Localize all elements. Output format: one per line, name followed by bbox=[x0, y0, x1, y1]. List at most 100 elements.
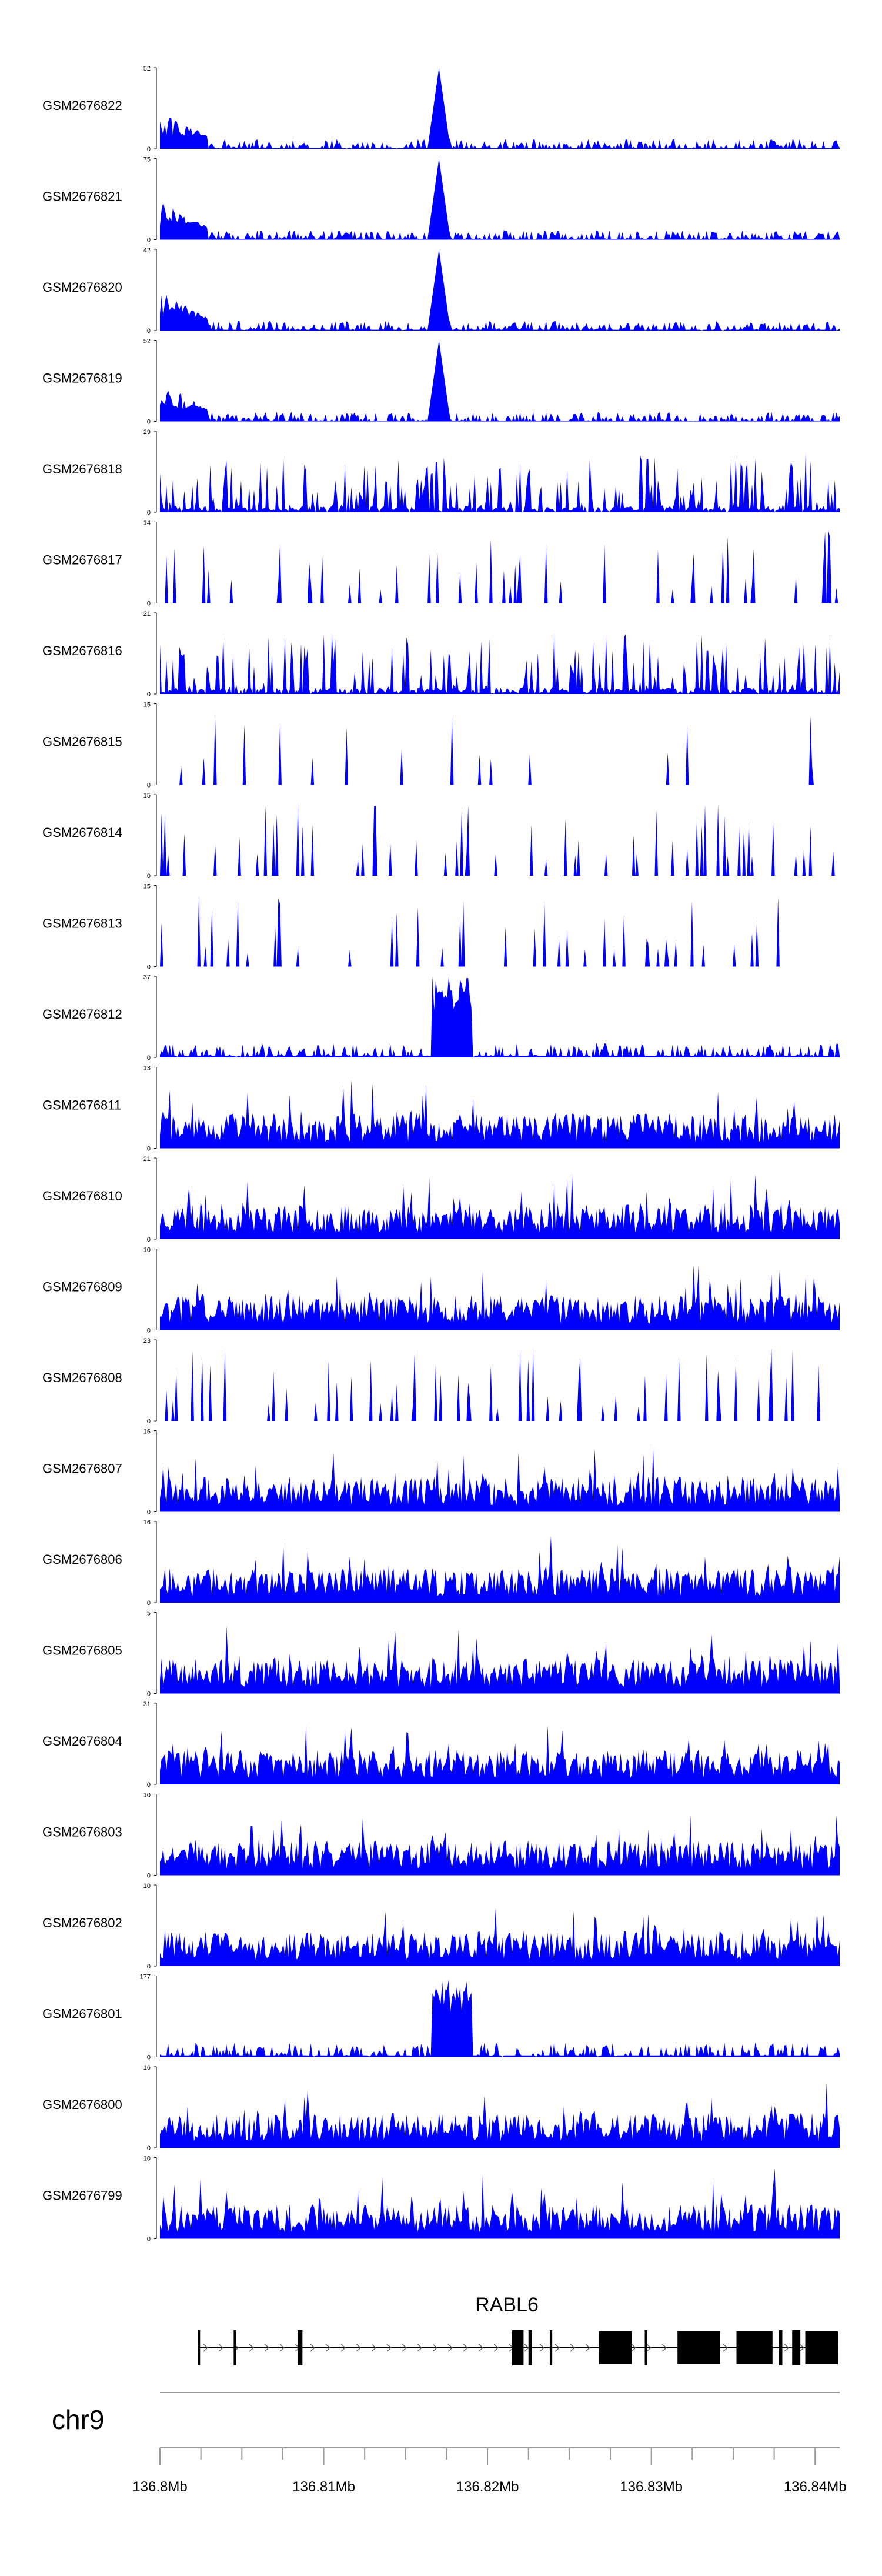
y-zero-label: 0 bbox=[147, 964, 151, 971]
coverage-area bbox=[160, 68, 840, 149]
y-max-label: 10 bbox=[143, 1247, 151, 1254]
track-label: GSM2676806 bbox=[42, 1552, 122, 1567]
track-GSM2676806: GSM2676806 16 0 bbox=[42, 1519, 840, 1607]
track-label: GSM2676801 bbox=[42, 2006, 122, 2021]
track-label: GSM2676810 bbox=[42, 1189, 122, 1203]
exon-5 bbox=[528, 2330, 532, 2365]
y-max-label: 52 bbox=[143, 65, 151, 72]
coverage-area bbox=[160, 2168, 840, 2239]
strand-arrow bbox=[554, 2344, 560, 2352]
track-label: GSM2676822 bbox=[42, 98, 122, 113]
coverage-area bbox=[160, 1725, 840, 1784]
y-zero-label: 0 bbox=[147, 1691, 151, 1698]
y-zero-label: 0 bbox=[147, 1963, 151, 1970]
y-max-label: 16 bbox=[143, 1429, 151, 1436]
y-zero-label: 0 bbox=[147, 691, 151, 698]
y-max-label: 23 bbox=[143, 1337, 151, 1344]
track-label: GSM2676816 bbox=[42, 643, 122, 658]
coverage-area bbox=[160, 452, 840, 512]
track-label: GSM2676820 bbox=[42, 280, 122, 295]
coverage-area bbox=[160, 713, 840, 785]
y-max-label: 10 bbox=[143, 1883, 151, 1890]
coverage-area bbox=[160, 1173, 840, 1239]
y-zero-label: 0 bbox=[147, 782, 151, 789]
y-zero-label: 0 bbox=[147, 1055, 151, 1062]
track-GSM2676812: GSM2676812 37 0 bbox=[42, 974, 840, 1062]
strand-arrow bbox=[799, 2344, 804, 2352]
coverage-area bbox=[160, 1348, 840, 1421]
track-label: GSM2676802 bbox=[42, 1916, 122, 1930]
exon-4 bbox=[512, 2330, 524, 2365]
track-GSM2676811: GSM2676811 13 0 bbox=[42, 1065, 840, 1153]
y-max-label: 5 bbox=[147, 1610, 151, 1617]
track-GSM2676813: GSM2676813 15 0 bbox=[42, 883, 840, 971]
axis-ticks: 136.8Mb 136.81Mb 136.82Mb 136.83Mb 136.84Mb bbox=[132, 2448, 847, 2495]
track-GSM2676807: GSM2676807 16 0 bbox=[42, 1429, 840, 1516]
strand-arrow bbox=[432, 2344, 437, 2352]
track-label: GSM2676807 bbox=[42, 1461, 122, 1476]
y-max-label: 14 bbox=[143, 520, 151, 527]
x-tick-label: 136.84Mb bbox=[784, 2479, 847, 2495]
y-zero-label: 0 bbox=[147, 509, 151, 516]
strand-arrow bbox=[264, 2344, 269, 2352]
track-label: GSM2676808 bbox=[42, 1370, 122, 1385]
exon-12 bbox=[792, 2330, 801, 2365]
track-label: GSM2676809 bbox=[42, 1279, 122, 1294]
y-max-label: 75 bbox=[143, 156, 151, 163]
y-max-label: 16 bbox=[143, 2064, 151, 2071]
track-label: GSM2676803 bbox=[42, 1824, 122, 1839]
coverage-area bbox=[160, 803, 840, 876]
track-GSM2676815: GSM2676815 15 0 bbox=[42, 702, 840, 789]
coverage-area bbox=[160, 976, 840, 1057]
x-tick-label: 136.83Mb bbox=[620, 2479, 683, 2495]
y-max-label: 52 bbox=[143, 338, 151, 345]
track-label: GSM2676812 bbox=[42, 1007, 122, 1022]
y-zero-label: 0 bbox=[147, 237, 151, 244]
track-label: GSM2676815 bbox=[42, 734, 122, 749]
y-max-label: 29 bbox=[143, 429, 151, 436]
coverage-area bbox=[160, 158, 840, 240]
exon-2 bbox=[233, 2330, 236, 2365]
strand-arrow bbox=[356, 2344, 361, 2352]
y-zero-label: 0 bbox=[147, 1509, 151, 1516]
coverage-area bbox=[160, 1445, 840, 1512]
track-label: GSM2676814 bbox=[42, 825, 122, 840]
y-zero-label: 0 bbox=[147, 1418, 151, 1425]
strand-arrow bbox=[784, 2344, 789, 2352]
y-zero-label: 0 bbox=[147, 419, 151, 426]
exon-3 bbox=[297, 2330, 303, 2365]
y-max-label: 13 bbox=[143, 1065, 151, 1072]
coverage-area bbox=[160, 895, 840, 967]
gene-exons bbox=[198, 2330, 838, 2365]
strand-arrow bbox=[417, 2344, 422, 2352]
exon-8 bbox=[644, 2330, 647, 2365]
y-max-label: 31 bbox=[143, 1701, 151, 1708]
chromosome-label: chr9 bbox=[52, 2404, 104, 2435]
track-label: GSM2676805 bbox=[42, 1643, 122, 1657]
track-GSM2676805: GSM2676805 5 0 bbox=[42, 1610, 840, 1698]
y-max-label: 21 bbox=[143, 610, 151, 618]
track-GSM2676820: GSM2676820 42 0 bbox=[42, 247, 840, 335]
y-zero-label: 0 bbox=[147, 873, 151, 880]
exon-6 bbox=[549, 2330, 553, 2365]
strand-arrow bbox=[371, 2344, 376, 2352]
y-max-label: 42 bbox=[143, 247, 151, 254]
y-max-label: 16 bbox=[143, 1519, 151, 1526]
y-zero-label: 0 bbox=[147, 146, 151, 153]
coverage-area bbox=[160, 340, 840, 422]
coverage-tracks: GSM2676822520GSM2676821750GSM2676820420G… bbox=[42, 65, 840, 2243]
strand-arrow bbox=[310, 2344, 315, 2352]
strand-arrow bbox=[463, 2344, 468, 2352]
coverage-area bbox=[160, 249, 840, 331]
track-GSM2676822: GSM2676822 52 0 bbox=[42, 65, 840, 153]
y-max-label: 10 bbox=[143, 2155, 151, 2163]
track-GSM2676802: GSM2676802 10 0 bbox=[42, 1883, 840, 1970]
y-zero-label: 0 bbox=[147, 2236, 151, 2243]
track-label: GSM2676821 bbox=[42, 189, 122, 203]
y-max-label: 177 bbox=[140, 1974, 151, 1981]
track-GSM2676819: GSM2676819 52 0 bbox=[42, 338, 840, 426]
strand-arrow bbox=[539, 2344, 544, 2352]
exon-10 bbox=[736, 2331, 773, 2364]
track-label: GSM2676804 bbox=[42, 1734, 122, 1749]
